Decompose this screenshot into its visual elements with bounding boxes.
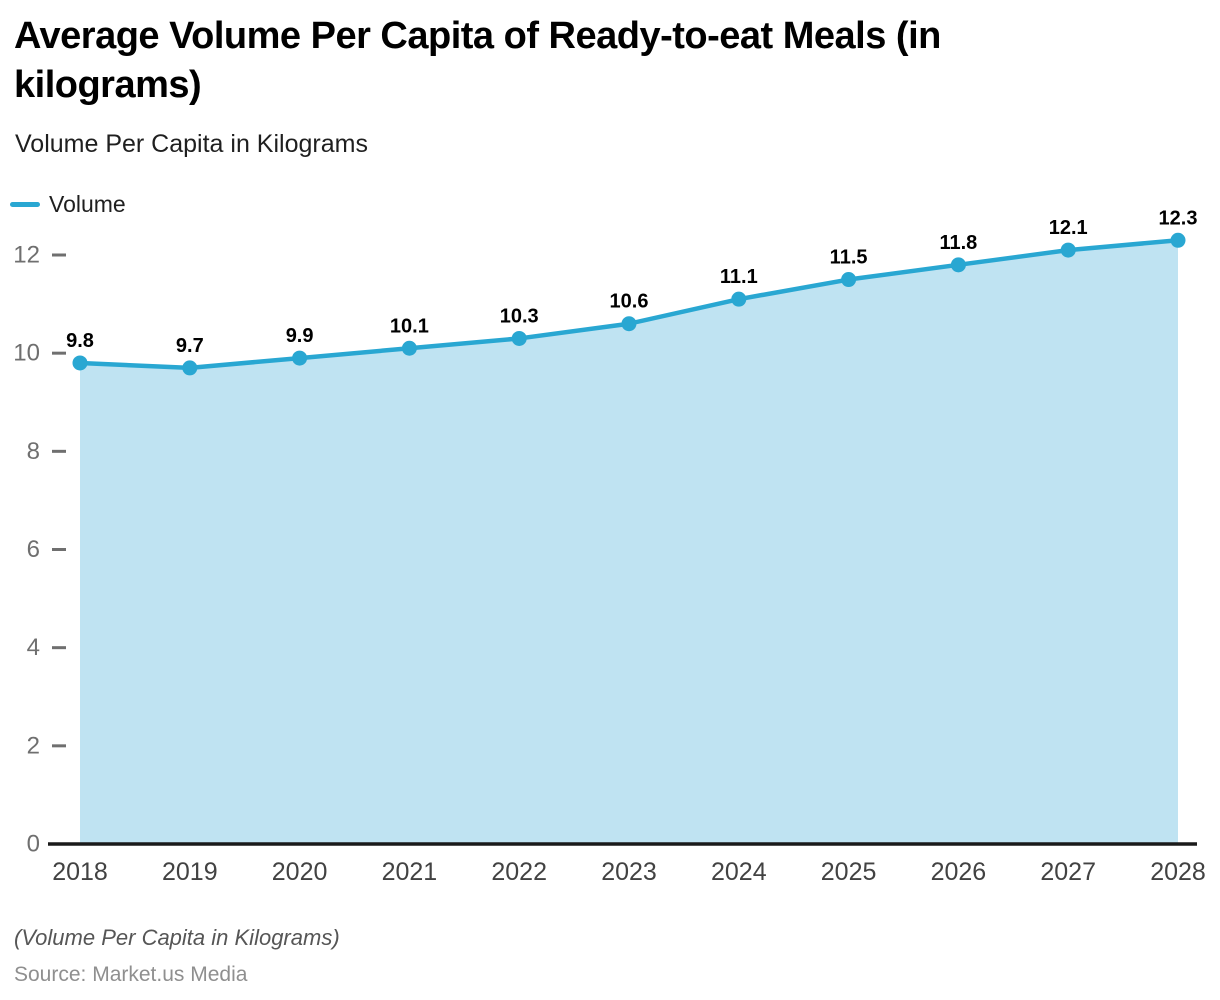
x-axis-label: 2020	[272, 858, 328, 886]
area-fill	[80, 240, 1178, 845]
chart-canvas: 0 2 4 6 8 10 12 9.8 2018 9.7 2019 9.9 2020 10.1 2021 10…	[13, 207, 1206, 886]
data-point-label: 10.1	[390, 315, 429, 337]
data-point-marker[interactable]	[1060, 242, 1076, 258]
x-axis-label: 2022	[491, 858, 547, 886]
x-axis-label: 2018	[52, 858, 108, 886]
chart-subtitle: Volume Per Capita in Kilograms	[15, 130, 368, 158]
data-point-marker[interactable]	[841, 272, 857, 288]
data-point-marker[interactable]	[511, 330, 527, 346]
chart-footnote: (Volume Per Capita in Kilograms)	[14, 925, 340, 950]
x-axis-label: 2023	[601, 858, 657, 886]
x-axis-label: 2025	[821, 858, 877, 886]
data-point-label: 12.1	[1049, 217, 1088, 239]
data-point-label: 12.3	[1159, 207, 1198, 229]
legend-line-swatch	[10, 202, 40, 207]
data-point-marker[interactable]	[621, 316, 637, 332]
x-axis-label: 2026	[931, 858, 987, 886]
y-axis-tick-label: 10	[13, 340, 40, 367]
y-axis-tick-label: 2	[27, 732, 40, 759]
data-point-marker[interactable]	[72, 355, 88, 371]
y-axis-tick-label: 6	[27, 536, 40, 563]
data-point-label: 9.8	[66, 330, 94, 352]
data-point-label: 11.1	[720, 266, 758, 288]
x-axis-label: 2021	[382, 858, 438, 886]
data-point-label: 11.5	[830, 247, 868, 269]
source-credit: Source: Market.us Media	[14, 963, 248, 986]
data-point-marker[interactable]	[950, 257, 966, 273]
data-point-marker[interactable]	[182, 360, 198, 376]
y-axis-tick-label: 12	[13, 242, 40, 269]
data-point-marker[interactable]	[1170, 232, 1186, 248]
x-axis-label: 2027	[1040, 858, 1096, 886]
data-point-label: 9.7	[176, 335, 204, 357]
data-point-marker[interactable]	[401, 340, 417, 356]
data-point-marker[interactable]	[731, 291, 747, 307]
data-point-label: 11.8	[939, 232, 977, 254]
x-axis-label: 2028	[1150, 858, 1206, 886]
data-point-label: 9.9	[286, 325, 314, 347]
legend-item-label: Volume	[49, 191, 126, 217]
x-axis-label: 2019	[162, 858, 218, 886]
legend-item-volume[interactable]: Volume	[10, 191, 126, 218]
data-point-label: 10.3	[500, 305, 539, 327]
y-axis-tick-label: 8	[27, 438, 40, 465]
y-axis-tick-label: 0	[27, 831, 40, 858]
data-point-marker[interactable]	[292, 350, 308, 366]
legend: Volume	[10, 191, 126, 218]
x-axis-label: 2024	[711, 858, 767, 886]
y-axis-tick-label: 4	[27, 634, 40, 661]
page-title: Average Volume Per Capita of Ready-to-ea…	[14, 15, 941, 106]
data-point-label: 10.6	[610, 291, 649, 313]
